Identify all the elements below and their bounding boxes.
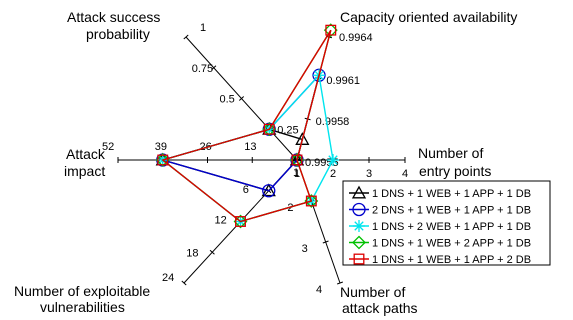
tick-mark-asp bbox=[238, 96, 245, 101]
tick-mark-paths bbox=[337, 281, 343, 285]
tick-label-impact: 39 bbox=[155, 141, 167, 153]
tick-label-entry: 1 bbox=[294, 168, 300, 180]
series-1-point-capacity bbox=[295, 132, 310, 145]
series-5-point-paths bbox=[305, 195, 317, 207]
tick-label-impact: 52 bbox=[102, 141, 114, 153]
legend-marker-4 bbox=[352, 235, 366, 250]
tick-label-paths: 1 bbox=[293, 167, 299, 179]
legend-box bbox=[342, 180, 551, 266]
series-4-point-asp bbox=[262, 122, 277, 137]
tick-label-capacity: 0.9964 bbox=[339, 32, 373, 44]
series-4-point-vulns bbox=[233, 214, 248, 229]
axis-title-entry-line2: entry points bbox=[419, 163, 491, 179]
series-4-point-capacity bbox=[323, 23, 338, 38]
legend-marker-5 bbox=[353, 253, 365, 265]
tick-label-impact: 13 bbox=[244, 141, 256, 153]
series-4-point-impact bbox=[155, 153, 170, 167]
tick-mark-asp bbox=[211, 65, 217, 71]
tick-label-asp: 0.75 bbox=[192, 63, 213, 75]
axis-title-paths-line2: attack paths bbox=[342, 300, 418, 316]
tick-mark-vulns bbox=[181, 280, 187, 286]
series-line-5 bbox=[161, 29, 332, 223]
legend-marker-3 bbox=[353, 220, 365, 232]
legend-marker-2 bbox=[352, 202, 366, 217]
tick-label-asp: 0.5 bbox=[220, 94, 235, 106]
axis-title-impact-line1: Attack bbox=[66, 146, 106, 162]
tick-label-entry: 3 bbox=[366, 168, 372, 180]
series-5-point-capacity bbox=[325, 24, 337, 36]
series-4-point-paths bbox=[304, 194, 319, 208]
series-5-point-impact bbox=[157, 154, 169, 166]
legend-label-2: 2 DNS + 1 WEB + 1 APP + 1 DB bbox=[372, 205, 531, 217]
axis-title-vulns-line1: Number of exploitable bbox=[14, 283, 150, 299]
tick-label-paths: 4 bbox=[316, 284, 322, 296]
legend: 1 DNS + 1 WEB + 1 APP + 1 DB 2 DNS + 1 WE… bbox=[342, 180, 551, 266]
legend-label-1: 1 DNS + 1 WEB + 1 APP + 1 DB bbox=[372, 188, 531, 200]
tick-label-paths: 3 bbox=[302, 243, 308, 255]
tick-mark-paths bbox=[322, 240, 329, 244]
legend-label-5: 1 DNS + 1 WEB + 1 APP + 2 DB bbox=[372, 254, 531, 266]
axis-title-vulns-line2: vulnerabilities bbox=[40, 299, 125, 315]
axis-title-asp-line2: probability bbox=[86, 26, 150, 42]
tick-mark-asp bbox=[183, 34, 189, 40]
series-5-point-entry bbox=[291, 154, 303, 166]
tick-label-asp: 1 bbox=[200, 22, 206, 34]
tick-label-capacity: 0.9961 bbox=[326, 75, 360, 87]
tick-label-paths: 2 bbox=[287, 202, 293, 214]
axis-title-asp-line1: Attack success bbox=[67, 9, 160, 25]
axis-title-impact-line2: impact bbox=[64, 163, 105, 179]
tick-label-entry: 2 bbox=[330, 168, 336, 180]
series-5-point-asp bbox=[263, 123, 275, 135]
series-layer bbox=[155, 23, 339, 229]
axis-title-entry-line1: Number of bbox=[418, 145, 483, 161]
legend-marker-1 bbox=[351, 185, 367, 199]
tick-label-vulns: 12 bbox=[215, 215, 227, 227]
axis-title-capacity: Capacity oriented availability bbox=[340, 9, 517, 25]
series-2-point-vulns bbox=[262, 184, 276, 198]
tick-mark-vulns bbox=[209, 249, 215, 255]
tick-label-entry: 4 bbox=[402, 168, 408, 180]
series-5-point-vulns bbox=[235, 216, 246, 227]
tick-label-vulns: 18 bbox=[186, 247, 198, 259]
series-4-point-entry bbox=[290, 153, 304, 167]
series-3-point-entry bbox=[327, 154, 339, 166]
axis-title-paths-line1: Number of bbox=[340, 284, 405, 300]
tick-label-capacity: 0.9958 bbox=[316, 116, 350, 128]
tick-label-vulns: 24 bbox=[162, 272, 174, 284]
legend-label-3: 1 DNS + 2 WEB + 1 APP + 1 DB bbox=[372, 221, 531, 233]
tick-label-vulns: 6 bbox=[243, 184, 249, 196]
legend-label-4: 1 DNS + 1 WEB + 2 APP + 1 DB bbox=[372, 238, 531, 250]
axis-titles: Capacity oriented availability Number of… bbox=[14, 9, 517, 316]
